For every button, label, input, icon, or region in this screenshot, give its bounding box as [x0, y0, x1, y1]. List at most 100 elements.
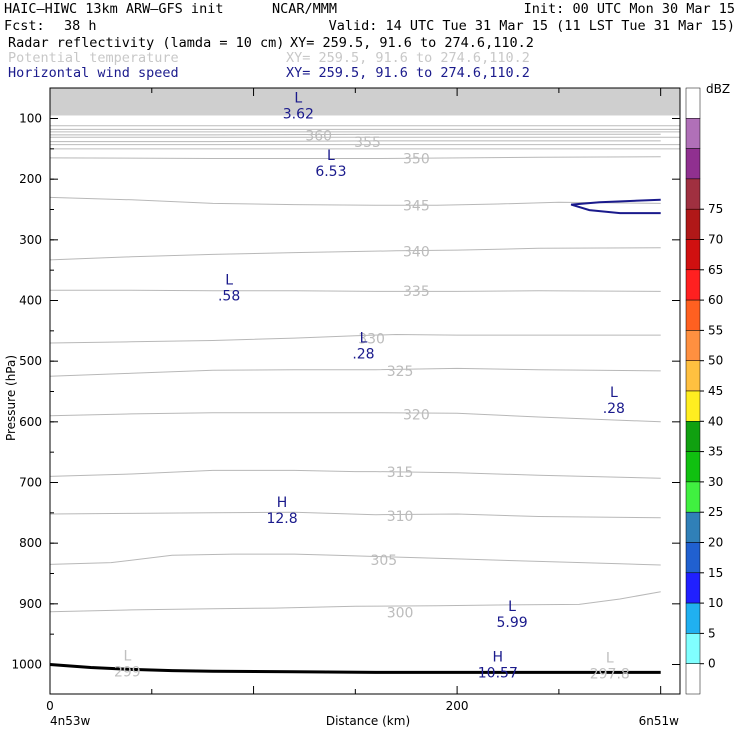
wind-extreme-letter: L	[360, 331, 368, 347]
x-axis-title: Distance (km)	[326, 714, 410, 728]
fcst-label: Fcst:	[4, 18, 45, 34]
colorbar-swatch	[685, 390, 701, 422]
y-tick-label: 700	[19, 476, 42, 490]
theta-extreme-value: 299	[114, 665, 141, 681]
colorbar-level-label: 10	[708, 596, 723, 610]
colorbar-swatch	[685, 421, 701, 452]
y-axis: 100 200 300 400 500 600 700 800 900 1000	[11, 112, 680, 672]
theta-label: 335	[403, 284, 430, 300]
colorbar-level-label: 70	[708, 233, 723, 247]
field-xy-reflectivity: XY= 259.5, 91.6 to 274.6,110.2	[290, 35, 534, 51]
wind-extreme-letter: L	[610, 385, 618, 401]
colorbar-level-label: 25	[708, 505, 723, 519]
colorbar-swatch	[685, 239, 701, 271]
wind-extreme-letter: L	[508, 599, 516, 615]
colorbar-swatch	[685, 148, 701, 180]
theta-label: 355	[354, 135, 381, 151]
colorbar-level-label: 45	[708, 384, 723, 398]
colorbar-level-label: 15	[708, 566, 723, 580]
theta-contours	[49, 125, 680, 613]
colorbar-swatch	[685, 663, 701, 695]
theta-contour-345	[49, 196, 661, 206]
y-tick-label: 200	[19, 172, 42, 186]
colorbar-swatch	[685, 451, 701, 483]
wind-extreme-value: .28	[352, 347, 374, 363]
x-endpoint-left: 4n53w	[50, 714, 91, 728]
colorbar-unit: dBZ	[706, 82, 730, 96]
fcst-value: 38 h	[64, 18, 97, 34]
colorbar-level-label: 20	[708, 536, 723, 550]
wind-extreme-value: 3.62	[283, 106, 314, 122]
colorbar-swatch	[685, 572, 701, 604]
theta-label: 305	[370, 553, 397, 569]
x-tick-label: 0	[46, 699, 54, 713]
y-tick-label: 100	[19, 112, 42, 126]
colorbar-swatch	[685, 208, 701, 240]
theta-contour-340	[49, 247, 661, 261]
wind-extreme-value: 5.99	[496, 615, 527, 631]
theta-label: 330	[358, 332, 385, 348]
colorbar-swatch	[685, 330, 701, 361]
colorbar-swatch	[685, 633, 701, 664]
theta-label: 345	[403, 198, 430, 214]
y-tick-label: 800	[19, 536, 42, 550]
theta-extreme-value: 297.8	[590, 666, 630, 682]
field-xy-wind: XY= 259.5, 91.6 to 274.6,110.2	[286, 65, 530, 81]
colorbar-swatch	[685, 602, 701, 634]
colorbar-level-label: 50	[708, 354, 723, 368]
field-xy-theta: XY= 259.5, 91.6 to 274.6,110.2	[286, 50, 530, 66]
theta-contour-320	[49, 412, 661, 423]
y-tick-label: 300	[19, 233, 42, 247]
theta-label: 310	[387, 509, 414, 525]
theta-contour-350	[49, 156, 661, 159]
colorbar-swatch	[685, 511, 701, 543]
theta-extreme-letter: L	[123, 649, 131, 665]
wind-extreme-value: .28	[603, 401, 625, 417]
y-tick-label: 600	[19, 415, 42, 429]
theta-extreme-letter: L	[606, 650, 614, 666]
y-tick-label: 900	[19, 597, 42, 611]
theta-contour-330	[49, 333, 661, 344]
colorbar-swatch	[685, 360, 701, 392]
model-title: HAIC–HIWC 13km ARW–GFS init	[4, 1, 223, 17]
y-axis-title: Pressure (hPa)	[4, 355, 18, 441]
colorbar-level-label: 0	[708, 657, 716, 671]
theta-label: 350	[403, 152, 430, 168]
colorbar-swatch	[685, 269, 701, 301]
top-band-fill	[50, 88, 680, 116]
x-axis: 0 200	[46, 88, 662, 713]
wind-contour-line	[570, 198, 661, 215]
theta-label: 340	[403, 244, 430, 260]
theta-contour-355	[50, 140, 661, 143]
wind-extreme-value: 6.53	[315, 164, 346, 180]
wind-extreme-letter: L	[225, 272, 233, 288]
theta-contour-360	[50, 133, 661, 136]
colorbar-level-label: 30	[708, 475, 723, 489]
colorbar-level-label: 35	[708, 445, 723, 459]
wind-extreme-value: 12.8	[266, 511, 297, 527]
terrain-surface	[49, 663, 661, 674]
wind-extreme-letter: L	[294, 90, 302, 106]
colorbar-level-label: 55	[708, 323, 723, 337]
y-tick-label: 400	[19, 294, 42, 308]
colorbar-level-label: 75	[708, 202, 723, 216]
colorbar-swatch	[685, 299, 701, 331]
theta-contour-305	[49, 553, 661, 566]
field-label-reflectivity: Radar reflectivity (lamda = 10 cm)	[8, 35, 284, 51]
x-tick-label: 200	[446, 699, 469, 713]
terrain-line	[49, 663, 661, 674]
wind-extreme-value: .58	[218, 288, 240, 304]
theta-label: 315	[387, 465, 414, 481]
theta-contour-335	[50, 289, 661, 292]
theta-contour-310	[49, 511, 661, 519]
init-time: Init: 00 UTC Mon 30 Mar 15	[524, 1, 735, 17]
colorbar-level-label: 5	[708, 626, 716, 640]
theta-label: 325	[387, 364, 414, 380]
field-label-theta: Potential temperature	[8, 50, 179, 66]
theta-contour-325	[49, 367, 661, 377]
theta-label: 360	[305, 128, 332, 144]
theta-contour-315	[49, 469, 661, 479]
extreme-markers: L299L297.8L3.62L6.53L.58L.28L.28H12.8L5.…	[114, 90, 630, 682]
